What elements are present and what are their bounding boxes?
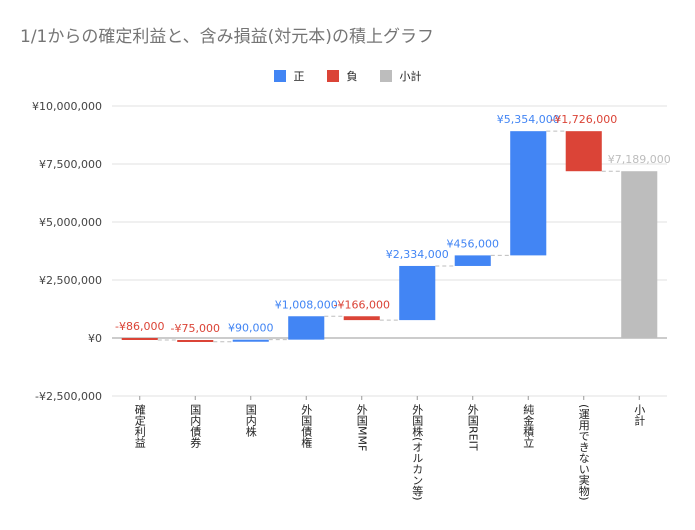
y-tick-label: -¥2,500,000 [35,390,102,403]
data-label: ¥5,354,000 [497,113,560,126]
legend-swatch-positive [273,70,286,82]
bar-6 [399,265,436,321]
data-label: ¥2,334,000 [386,248,449,261]
y-tick-label: ¥2,500,000 [39,274,102,287]
bar-3 [232,339,269,342]
bar-7 [454,255,491,266]
legend-label-negative: 負 [346,70,358,83]
legend-item-positive[interactable]: 正 [273,68,305,84]
data-label: ¥90,000 [228,322,274,335]
y-tick-label: ¥7,500,000 [39,158,102,171]
legend-item-negative[interactable]: 負 [326,68,358,84]
y-tick-label: ¥0 [88,332,102,345]
bar-9 [565,131,602,172]
x-tick-label: 外国債権 [300,404,313,449]
data-label: -¥86,000 [115,320,164,333]
x-tick-label: 外国REIT [466,404,479,451]
x-tick-label: 国内債券 [189,404,202,448]
data-label: ¥1,008,000 [275,298,338,311]
x-tick-label: 外国株(オルカン等) [411,404,424,501]
data-label: -¥75,000 [171,322,220,335]
legend-label-positive: 正 [293,70,305,83]
y-tick-label: ¥5,000,000 [39,216,102,229]
bar-1 [121,338,158,340]
data-label: -¥166,000 [334,298,390,311]
legend-swatch-subtotal [379,70,392,82]
y-tick-label: ¥10,000,000 [32,100,102,113]
chart-title: 1/1からの確定利益と、含み損益(対元本)の積上グラフ [20,27,434,47]
x-tick-label: 国内株 [244,404,257,438]
x-tick-label: 純金積立 [522,404,535,448]
x-tick-label: 外国MMF [355,404,368,452]
bar-4 [288,316,325,340]
x-tick-label: (運用できない実物) [577,404,590,501]
bar-8 [510,131,547,256]
legend-swatch-negative [326,70,339,82]
bar-10 [621,171,658,338]
data-label: -¥1,726,000 [550,113,617,126]
x-tick-label: 小計 [633,404,646,427]
x-tick-label: 確定利益 [133,403,146,448]
bar-5 [343,316,380,321]
legend: 正 負 小計 [0,68,695,84]
legend-label-subtotal: 小計 [399,70,422,83]
legend-item-subtotal[interactable]: 小計 [379,68,422,84]
bar-2 [177,339,214,342]
data-label: ¥7,189,000 [608,153,671,166]
data-label: ¥456,000 [447,237,500,250]
